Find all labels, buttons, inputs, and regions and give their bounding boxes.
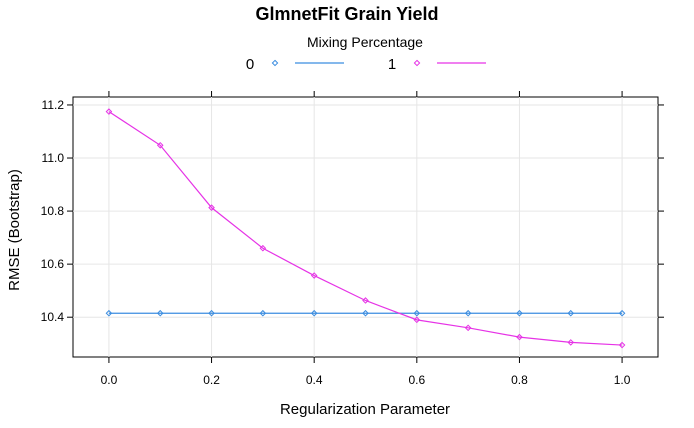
legend-title: Mixing Percentage <box>307 34 423 50</box>
data-point-series-1 <box>310 272 318 279</box>
data-point-series-1 <box>156 141 164 149</box>
data-point-series-1 <box>464 324 472 332</box>
data-point-series-0 <box>516 309 523 317</box>
y-tick-label: 10.6 <box>41 257 65 271</box>
x-tick-label: 0.8 <box>511 373 528 387</box>
plot-frame <box>72 96 659 358</box>
legend-label: 1 <box>388 56 396 73</box>
data-point-series-0 <box>413 309 421 317</box>
legend-marker-icon <box>271 59 279 67</box>
y-tick-label: 10.4 <box>41 310 65 324</box>
data-point-series-1 <box>413 316 421 324</box>
y-axis-label: RMSE (Bootstrap) <box>6 169 23 291</box>
data-point-series-1 <box>567 339 575 346</box>
data-point-series-0 <box>618 309 626 317</box>
x-tick-label: 0.6 <box>408 373 425 387</box>
y-tick-label: 10.8 <box>41 204 65 218</box>
x-tick-label: 0.0 <box>101 373 118 387</box>
legend-marker-icon <box>413 59 421 67</box>
x-tick-label: 0.2 <box>203 373 220 387</box>
data-point-series-1 <box>362 297 369 304</box>
data-point-series-0 <box>310 309 318 317</box>
x-tick-label: 1.0 <box>614 373 631 387</box>
data-point-series-1 <box>208 204 215 211</box>
chart-title: GlmnetFit Grain Yield <box>255 4 438 24</box>
data-point-series-0 <box>362 309 369 317</box>
series-line-1 <box>108 111 623 346</box>
data-point-series-1 <box>105 108 113 115</box>
grid <box>73 97 658 357</box>
series-layer <box>105 108 626 349</box>
data-point-series-0 <box>567 309 575 317</box>
data-point-series-0 <box>208 309 215 317</box>
x-axis-label: Regularization Parameter <box>280 401 450 418</box>
data-point-series-0 <box>105 309 113 317</box>
axis-ticks: 0.0 0.2 0.4 0.6 0.8 1.0 10.4 10.6 10.8 11.0 11.2 <box>41 91 664 387</box>
data-point-series-0 <box>259 309 267 317</box>
data-point-series-1 <box>259 244 267 252</box>
legend-label: 0 <box>246 56 254 73</box>
data-point-series-0 <box>464 309 472 317</box>
y-tick-label: 11.0 <box>42 151 65 165</box>
y-tick-label: 11.2 <box>42 98 65 112</box>
x-tick-label: 0.4 <box>306 373 323 387</box>
data-point-series-1 <box>618 341 626 349</box>
data-point-series-0 <box>156 309 164 317</box>
data-point-series-1 <box>516 333 523 341</box>
